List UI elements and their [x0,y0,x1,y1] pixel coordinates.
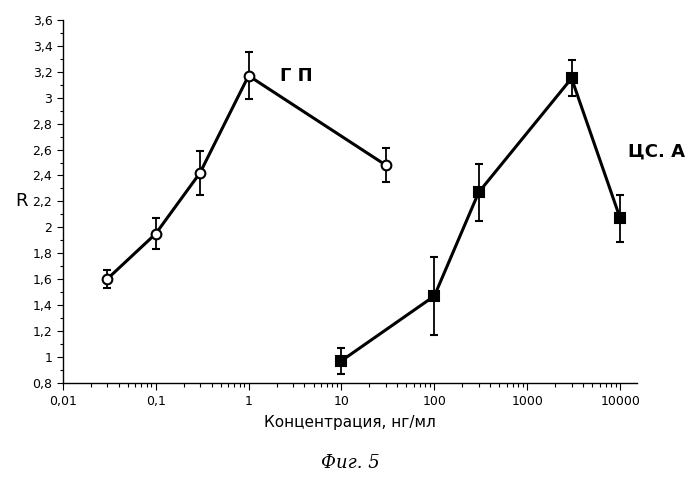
X-axis label: Концентрация, нг/мл: Концентрация, нг/мл [264,414,435,430]
Text: Фиг. 5: Фиг. 5 [321,455,379,472]
Y-axis label: R: R [15,192,27,210]
Text: ЦС. А: ЦС. А [627,142,685,160]
Text: Г П: Г П [281,67,313,85]
